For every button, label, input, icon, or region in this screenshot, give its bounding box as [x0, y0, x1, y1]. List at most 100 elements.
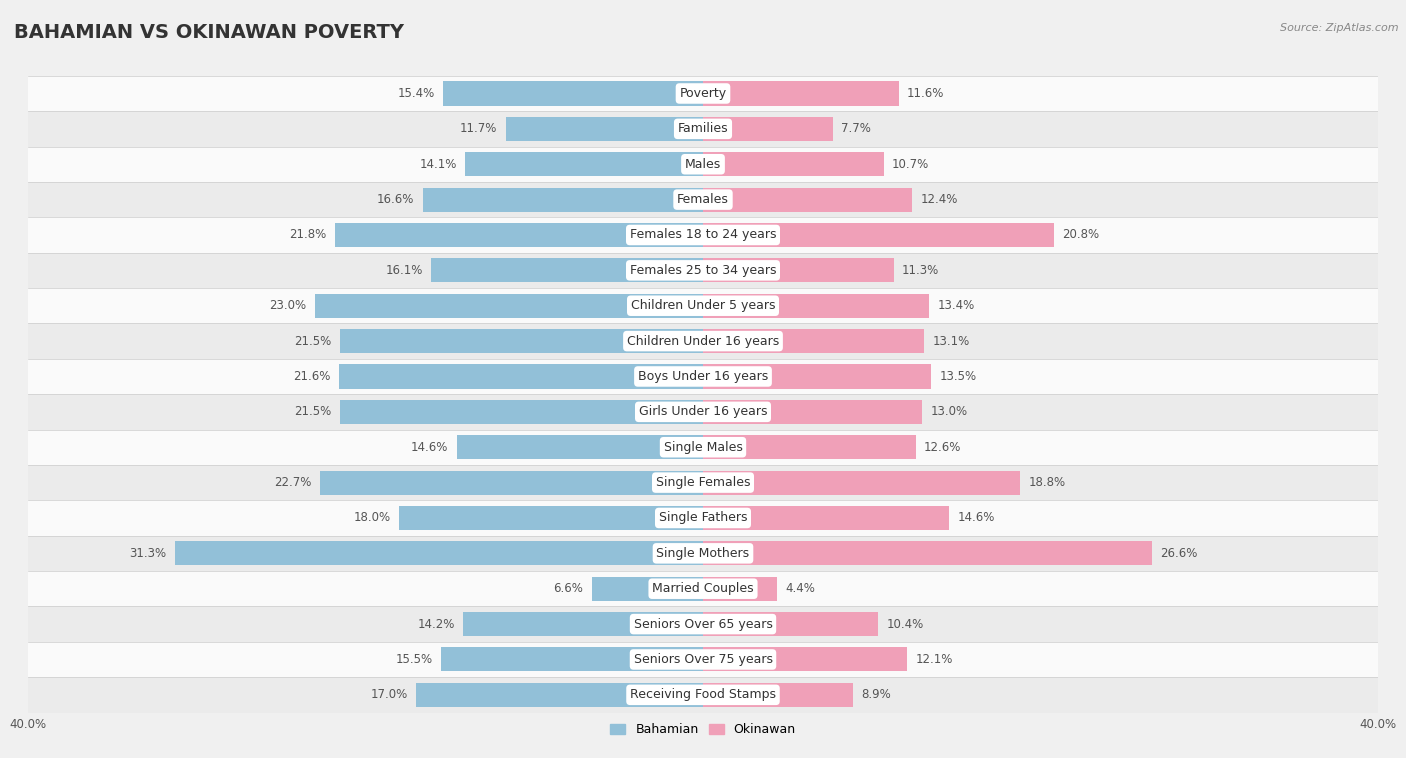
- Text: 16.1%: 16.1%: [385, 264, 423, 277]
- Bar: [457, 435, 703, 459]
- Bar: [703, 577, 778, 601]
- Bar: [703, 506, 949, 530]
- Text: 15.5%: 15.5%: [396, 653, 433, 666]
- Text: Single Fathers: Single Fathers: [659, 512, 747, 525]
- Bar: [399, 506, 703, 530]
- Bar: [28, 465, 1378, 500]
- Bar: [339, 365, 703, 389]
- Text: 4.4%: 4.4%: [786, 582, 815, 595]
- Text: 14.6%: 14.6%: [957, 512, 995, 525]
- Text: 10.7%: 10.7%: [891, 158, 929, 171]
- Bar: [465, 152, 703, 177]
- Text: 23.0%: 23.0%: [270, 299, 307, 312]
- Text: Females: Females: [678, 193, 728, 206]
- Text: Families: Families: [678, 122, 728, 136]
- Bar: [28, 324, 1378, 359]
- Bar: [340, 329, 703, 353]
- Text: 11.7%: 11.7%: [460, 122, 498, 136]
- Text: 18.8%: 18.8%: [1029, 476, 1066, 489]
- Text: Children Under 5 years: Children Under 5 years: [631, 299, 775, 312]
- Text: 12.6%: 12.6%: [924, 440, 962, 454]
- Text: 8.9%: 8.9%: [862, 688, 891, 701]
- Text: 20.8%: 20.8%: [1063, 228, 1099, 242]
- Bar: [703, 541, 1152, 565]
- Bar: [28, 146, 1378, 182]
- Bar: [174, 541, 703, 565]
- Bar: [443, 81, 703, 105]
- Text: Boys Under 16 years: Boys Under 16 years: [638, 370, 768, 383]
- Bar: [464, 612, 703, 636]
- Text: Single Mothers: Single Mothers: [657, 547, 749, 560]
- Bar: [703, 471, 1021, 495]
- Bar: [703, 683, 853, 707]
- Text: 13.5%: 13.5%: [939, 370, 976, 383]
- Text: 21.8%: 21.8%: [290, 228, 326, 242]
- Text: 22.7%: 22.7%: [274, 476, 312, 489]
- Bar: [340, 399, 703, 424]
- Bar: [28, 182, 1378, 218]
- Bar: [703, 152, 883, 177]
- Bar: [703, 612, 879, 636]
- Bar: [321, 471, 703, 495]
- Text: 11.6%: 11.6%: [907, 87, 945, 100]
- Text: 18.0%: 18.0%: [354, 512, 391, 525]
- Bar: [28, 76, 1378, 111]
- Bar: [703, 435, 915, 459]
- Bar: [703, 365, 931, 389]
- Text: 21.6%: 21.6%: [292, 370, 330, 383]
- Bar: [28, 642, 1378, 677]
- Text: 14.6%: 14.6%: [411, 440, 449, 454]
- Bar: [28, 571, 1378, 606]
- Text: Single Females: Single Females: [655, 476, 751, 489]
- Bar: [28, 500, 1378, 536]
- Bar: [28, 430, 1378, 465]
- Bar: [28, 536, 1378, 571]
- Text: 26.6%: 26.6%: [1160, 547, 1198, 560]
- Bar: [335, 223, 703, 247]
- Bar: [703, 293, 929, 318]
- Text: Source: ZipAtlas.com: Source: ZipAtlas.com: [1281, 23, 1399, 33]
- Text: 21.5%: 21.5%: [295, 406, 332, 418]
- Text: 12.4%: 12.4%: [921, 193, 957, 206]
- Bar: [592, 577, 703, 601]
- Text: Females 18 to 24 years: Females 18 to 24 years: [630, 228, 776, 242]
- Bar: [28, 288, 1378, 324]
- Text: Males: Males: [685, 158, 721, 171]
- Text: 7.7%: 7.7%: [841, 122, 872, 136]
- Legend: Bahamian, Okinawan: Bahamian, Okinawan: [606, 719, 800, 741]
- Bar: [703, 258, 894, 283]
- Bar: [28, 218, 1378, 252]
- Text: Females 25 to 34 years: Females 25 to 34 years: [630, 264, 776, 277]
- Bar: [506, 117, 703, 141]
- Text: 10.4%: 10.4%: [887, 618, 924, 631]
- Bar: [28, 606, 1378, 642]
- Text: Receiving Food Stamps: Receiving Food Stamps: [630, 688, 776, 701]
- Text: 6.6%: 6.6%: [554, 582, 583, 595]
- Text: 16.6%: 16.6%: [377, 193, 415, 206]
- Text: Poverty: Poverty: [679, 87, 727, 100]
- Text: 11.3%: 11.3%: [903, 264, 939, 277]
- Text: Children Under 16 years: Children Under 16 years: [627, 334, 779, 348]
- Bar: [703, 187, 912, 211]
- Text: Single Males: Single Males: [664, 440, 742, 454]
- Bar: [416, 683, 703, 707]
- Text: Seniors Over 75 years: Seniors Over 75 years: [634, 653, 772, 666]
- Bar: [423, 187, 703, 211]
- Text: 31.3%: 31.3%: [129, 547, 166, 560]
- Text: 14.1%: 14.1%: [419, 158, 457, 171]
- Bar: [703, 81, 898, 105]
- Bar: [28, 252, 1378, 288]
- Text: 13.0%: 13.0%: [931, 406, 967, 418]
- Bar: [441, 647, 703, 672]
- Text: 12.1%: 12.1%: [915, 653, 953, 666]
- Bar: [432, 258, 703, 283]
- Text: Girls Under 16 years: Girls Under 16 years: [638, 406, 768, 418]
- Text: 14.2%: 14.2%: [418, 618, 456, 631]
- Bar: [703, 647, 907, 672]
- Bar: [28, 394, 1378, 430]
- Bar: [28, 359, 1378, 394]
- Text: 13.4%: 13.4%: [938, 299, 974, 312]
- Text: Married Couples: Married Couples: [652, 582, 754, 595]
- Text: Seniors Over 65 years: Seniors Over 65 years: [634, 618, 772, 631]
- Text: 17.0%: 17.0%: [371, 688, 408, 701]
